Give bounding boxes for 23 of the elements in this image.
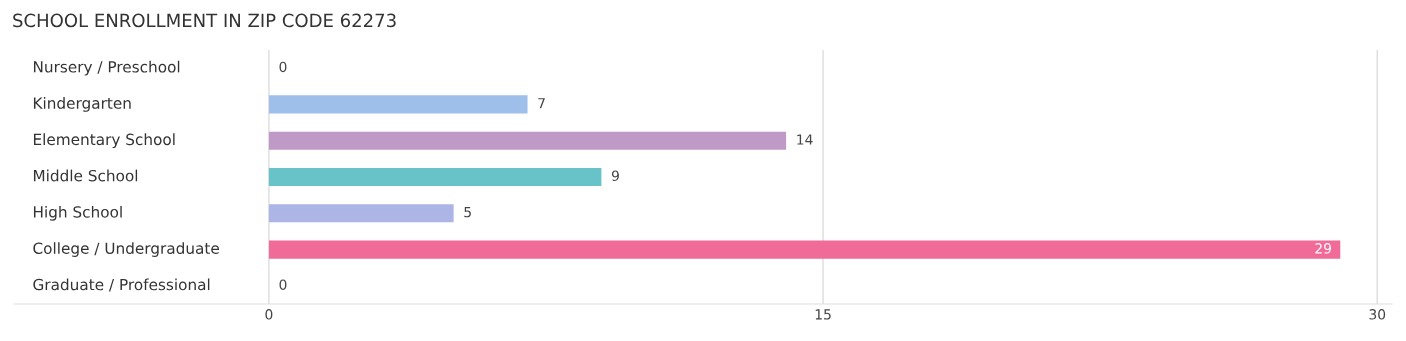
x-tick-label: 15 (815, 309, 831, 320)
data-label: 9 (611, 170, 619, 182)
data-label: 7 (538, 98, 545, 109)
data-label: 14 (797, 134, 813, 145)
bar (268, 131, 787, 150)
x-tick-label: 0 (265, 309, 273, 320)
y-tick-label: Middle School (33, 169, 138, 182)
y-tick-label: Graduate / Professional (33, 278, 210, 292)
data-label: 0 (279, 279, 287, 290)
data-label: 5 (464, 206, 471, 218)
y-tick-label: Elementary School (33, 133, 175, 149)
bar (268, 95, 528, 114)
bar (268, 167, 602, 187)
y-tick-label: Kindergarten (33, 97, 131, 112)
data-label: 0 (279, 61, 287, 73)
x-tick-label: 30 (1369, 309, 1386, 320)
data-label: 29 (1315, 243, 1332, 254)
bar (268, 240, 1341, 259)
y-tick-label: College / Undergraduate (33, 242, 219, 257)
y-tick-label: Nursery / Preschool (33, 60, 180, 76)
y-tick-label: High School (33, 205, 122, 221)
bar (268, 204, 454, 223)
chart-title: SCHOOL ENROLLMENT IN ZIP CODE 62273 (13, 13, 396, 28)
